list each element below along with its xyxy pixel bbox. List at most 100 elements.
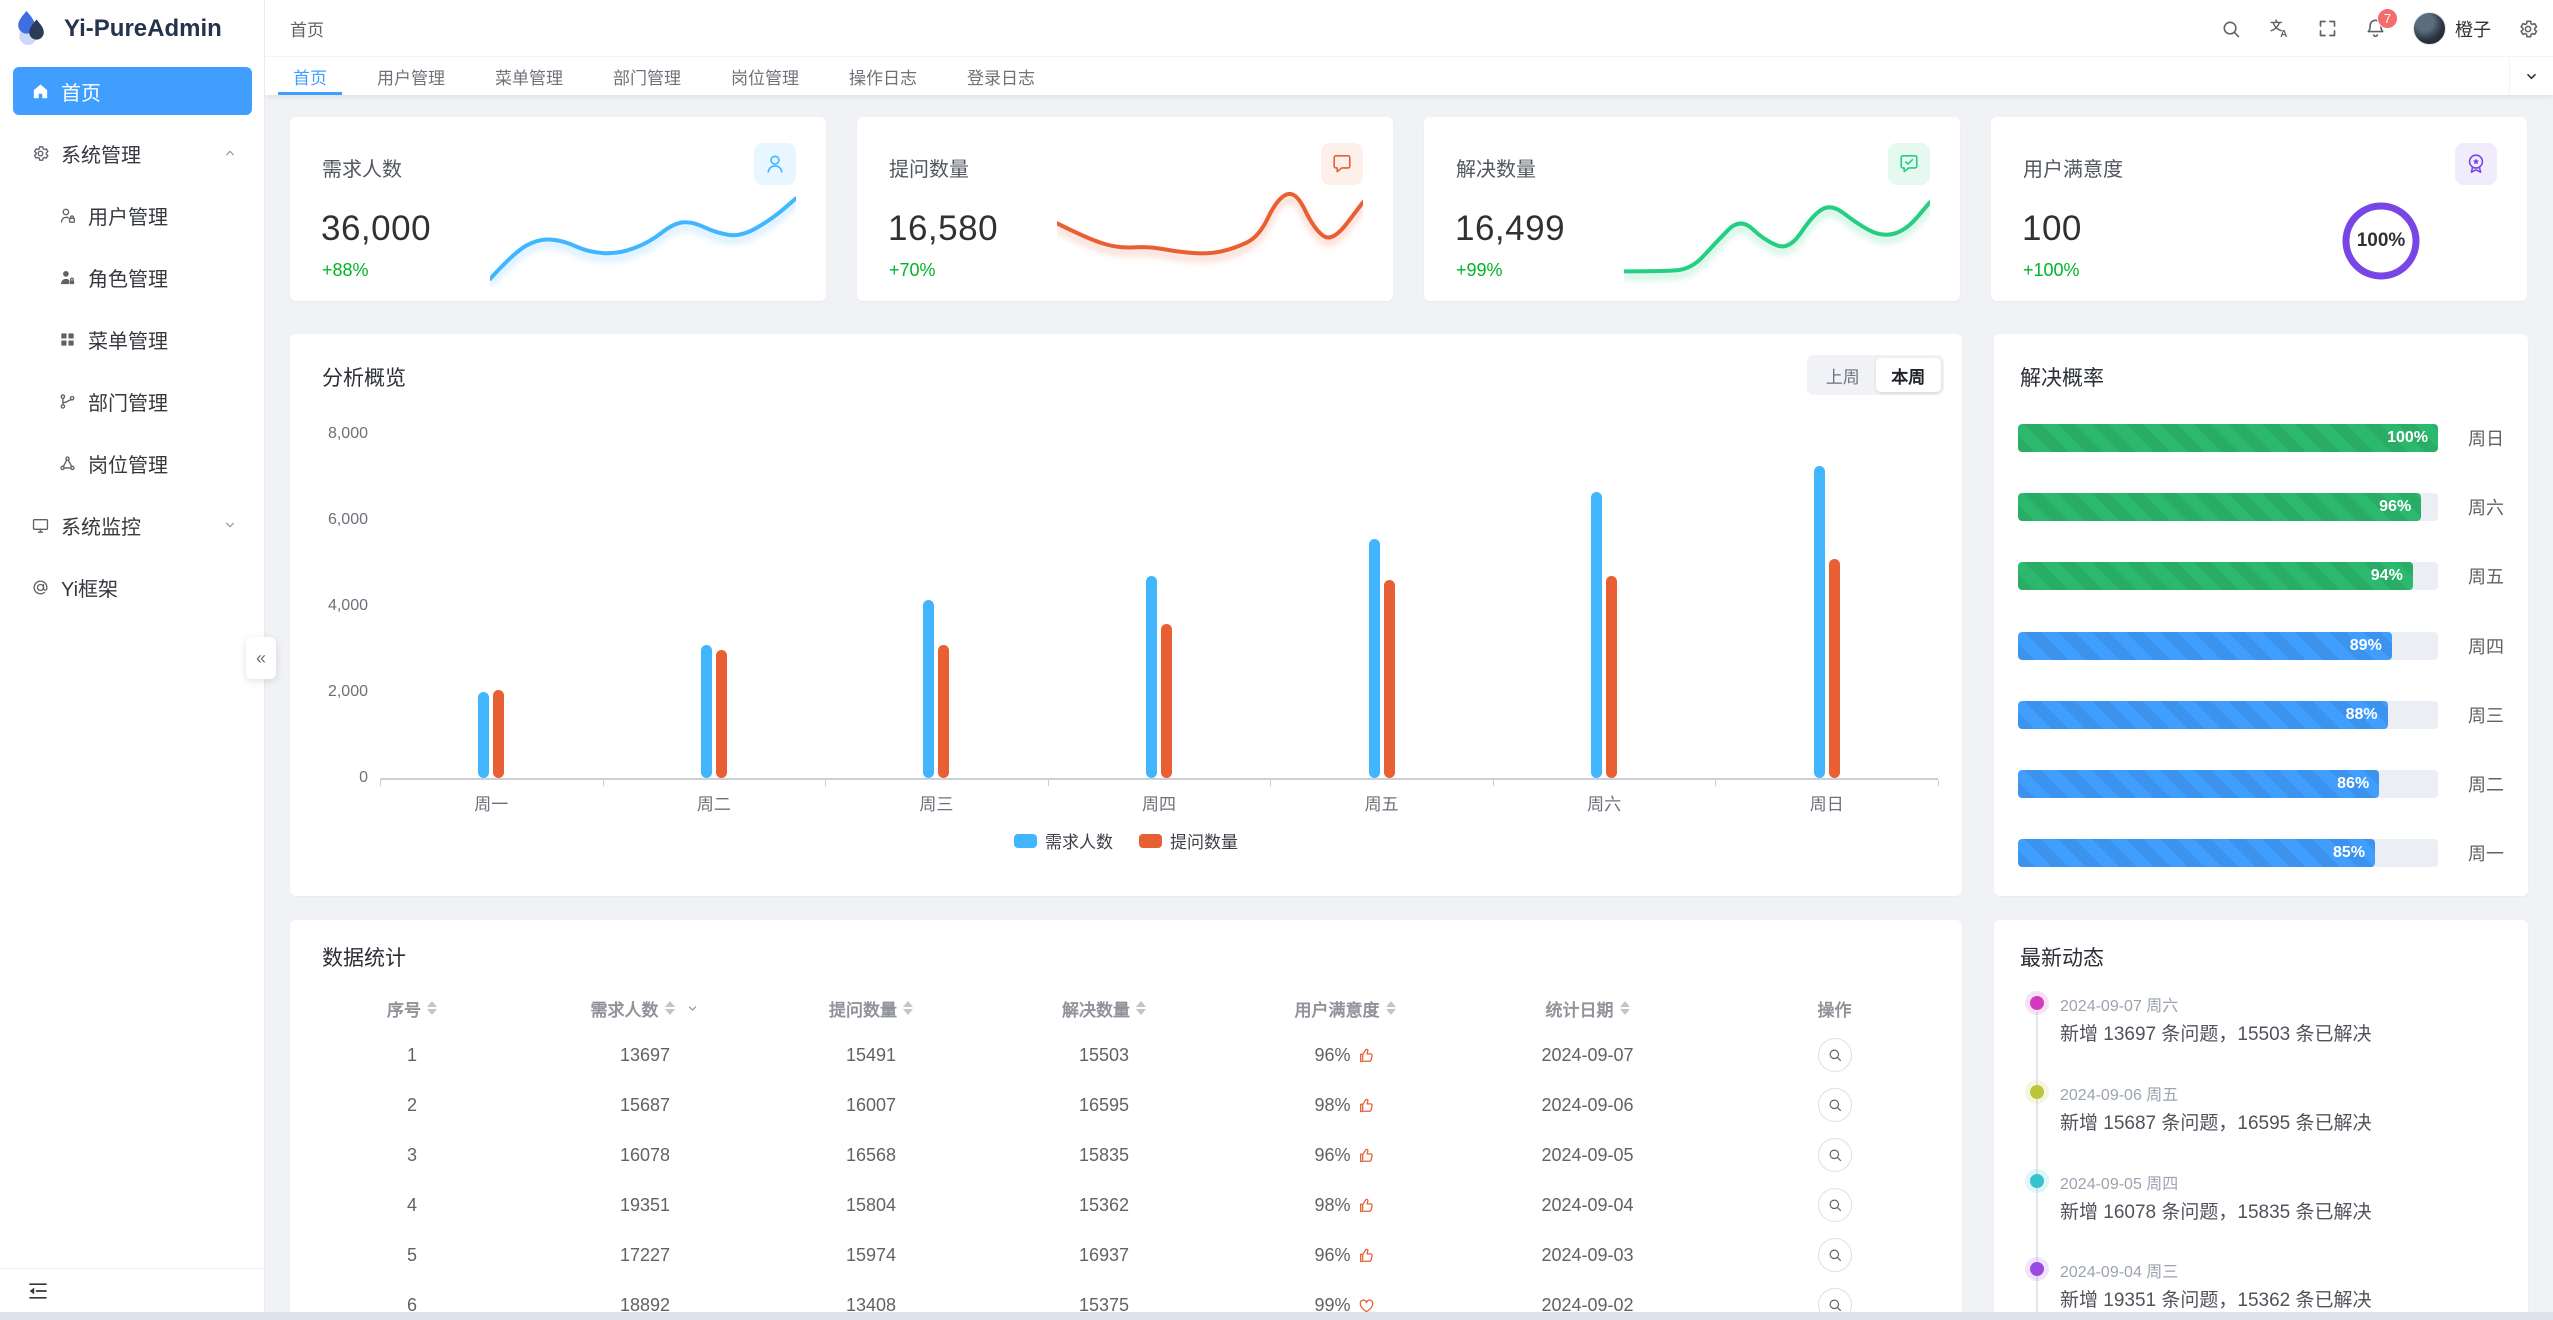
- row-view-button[interactable]: [1817, 1088, 1852, 1122]
- logo[interactable]: Yi-PureAdmin: [12, 8, 222, 50]
- notifications-button[interactable]: 7: [2364, 8, 2398, 40]
- y-axis-label: 4,000: [327, 597, 368, 614]
- sidebar-collapse-handle[interactable]: «: [246, 637, 276, 679]
- sort-desc-caret[interactable]: [427, 1009, 437, 1015]
- sort-carets[interactable]: [903, 1001, 913, 1015]
- toggle-上周[interactable]: 上周: [1825, 367, 1860, 387]
- row-view-button[interactable]: [1817, 1138, 1852, 1172]
- table-cell: 5: [406, 1244, 417, 1265]
- sort-asc-caret[interactable]: [664, 1001, 675, 1007]
- sort-desc-caret[interactable]: [1136, 1009, 1146, 1015]
- sort-carets[interactable]: [1136, 1001, 1146, 1015]
- sidebar-item-post-management[interactable]: 岗位管理: [13, 439, 252, 487]
- satisfaction-value: 96%: [1314, 1144, 1351, 1165]
- molecule-icon: [56, 454, 78, 473]
- sidebar-item-menu-management[interactable]: 菜单管理: [13, 315, 252, 363]
- sort-carets[interactable]: [664, 1001, 675, 1015]
- column-header-统计日期[interactable]: 统计日期: [1468, 996, 1707, 1021]
- row-view-button[interactable]: [1817, 1038, 1852, 1072]
- sort-asc-caret[interactable]: [903, 1001, 913, 1007]
- viewport-bottom-strip[interactable]: [0, 1312, 2553, 1320]
- toggle-本周[interactable]: 本周: [1875, 358, 1941, 392]
- at-icon: [29, 578, 51, 597]
- column-header-提问数量[interactable]: 提问数量: [756, 996, 986, 1021]
- column-header-用户满意度[interactable]: 用户满意度: [1222, 996, 1468, 1021]
- timeline-text: 新增 19351 条问题，15362 条已解决: [2060, 1290, 2372, 1312]
- sort-carets[interactable]: [427, 1001, 437, 1015]
- x-axis-tick: [1938, 780, 1939, 786]
- table-cell: 96%: [1222, 1145, 1468, 1166]
- column-header-解决数量[interactable]: 解决数量: [986, 996, 1222, 1021]
- table-cell: 2024-09-04: [1541, 1194, 1634, 1215]
- branch-icon: [56, 392, 78, 411]
- tab-menu-management[interactable]: 菜单管理: [495, 68, 563, 88]
- user-menu[interactable]: 橙子: [2413, 12, 2491, 45]
- sort-asc-caret[interactable]: [427, 1001, 437, 1007]
- tab-user-management[interactable]: 用户管理: [377, 68, 445, 88]
- x-axis-line: [380, 778, 1938, 780]
- column-filter-chevron[interactable]: [685, 1001, 700, 1016]
- sidebar-item-yi-framework[interactable]: Yi框架: [13, 563, 252, 611]
- chart-bar-提问数量-周五: [1383, 580, 1395, 778]
- home-icon: [33, 84, 47, 98]
- progress-fill: 88%: [2018, 700, 2388, 729]
- menu-fold-button[interactable]: [26, 1279, 50, 1303]
- sort-desc-caret[interactable]: [1385, 1009, 1396, 1015]
- chart-bar-需求人数-周日: [1813, 466, 1825, 778]
- table-cell: 15974: [845, 1244, 897, 1265]
- search-button[interactable]: [2220, 18, 2242, 40]
- tab-post-management[interactable]: 岗位管理: [731, 68, 799, 88]
- sidebar-item-role-management[interactable]: 角色管理: [13, 253, 252, 301]
- tab-login-log[interactable]: 登录日志: [967, 68, 1035, 88]
- chart-bar-需求人数-周五: [1368, 539, 1380, 778]
- column-header-需求人数[interactable]: 需求人数: [534, 996, 756, 1021]
- avatar: [2413, 12, 2446, 45]
- chart-bar-需求人数-周二: [700, 644, 712, 778]
- progress-day-label: 周一: [2468, 844, 2504, 865]
- row-view-button[interactable]: [1817, 1238, 1852, 1272]
- table-cell: [1707, 1238, 1962, 1272]
- sort-desc-caret[interactable]: [903, 1009, 913, 1015]
- week-toggle: 上周 本周: [1807, 355, 1944, 395]
- sort-asc-caret[interactable]: [1619, 1001, 1630, 1007]
- tabs-dropdown-button[interactable]: [2509, 57, 2553, 95]
- y-axis-label: 2,000: [327, 683, 368, 700]
- sidebar-item-home[interactable]: 首页: [13, 67, 252, 115]
- thumb-icon: [1357, 1046, 1376, 1065]
- tab-dept-management[interactable]: 部门管理: [613, 68, 681, 88]
- tab-home[interactable]: 首页: [278, 57, 342, 95]
- tab-operation-log[interactable]: 操作日志: [849, 68, 917, 88]
- sidebar-item-user-management[interactable]: 用户管理: [13, 191, 252, 239]
- sort-asc-caret[interactable]: [1136, 1001, 1146, 1007]
- progress-fill: 94%: [2018, 562, 2413, 591]
- row-view-button[interactable]: [1817, 1188, 1852, 1222]
- table-cell: 2024-09-03: [1541, 1244, 1634, 1265]
- breadcrumb[interactable]: 首页: [290, 20, 324, 40]
- ring-svg: [2342, 202, 2420, 280]
- settings-button[interactable]: [2517, 18, 2539, 40]
- legend-swatch: [1139, 833, 1162, 848]
- sidebar-item-system-management[interactable]: 系统管理: [13, 129, 252, 177]
- sort-desc-caret[interactable]: [664, 1009, 675, 1015]
- legend-label: 需求人数: [1045, 833, 1113, 852]
- timeline-date: 2024-09-05 周四: [2060, 1175, 2179, 1193]
- fullscreen-button[interactable]: [2317, 18, 2338, 39]
- legend-item-提问数量[interactable]: 提问数量: [1139, 828, 1238, 853]
- column-header-序号[interactable]: 序号: [290, 996, 534, 1021]
- role-icon: [60, 270, 74, 284]
- legend-item-需求人数[interactable]: 需求人数: [1014, 828, 1113, 853]
- sort-asc-caret[interactable]: [1385, 1001, 1396, 1007]
- sidebar-item-system-monitor[interactable]: 系统监控: [13, 501, 252, 549]
- x-axis-tick: [825, 780, 827, 786]
- sparkline-svg: [1055, 191, 1365, 256]
- sidebar-footer: [0, 1268, 265, 1312]
- sidebar-item-dept-management[interactable]: 部门管理: [13, 377, 252, 425]
- thumb-icon: [1359, 1198, 1373, 1212]
- sort-carets[interactable]: [1619, 1001, 1630, 1015]
- sort-desc-caret[interactable]: [1619, 1009, 1630, 1015]
- sort-carets[interactable]: [1385, 1001, 1396, 1015]
- heart-icon: [1357, 1296, 1376, 1315]
- stat-card-title: 需求人数: [322, 159, 402, 181]
- progress-track: 85%: [2018, 839, 2438, 868]
